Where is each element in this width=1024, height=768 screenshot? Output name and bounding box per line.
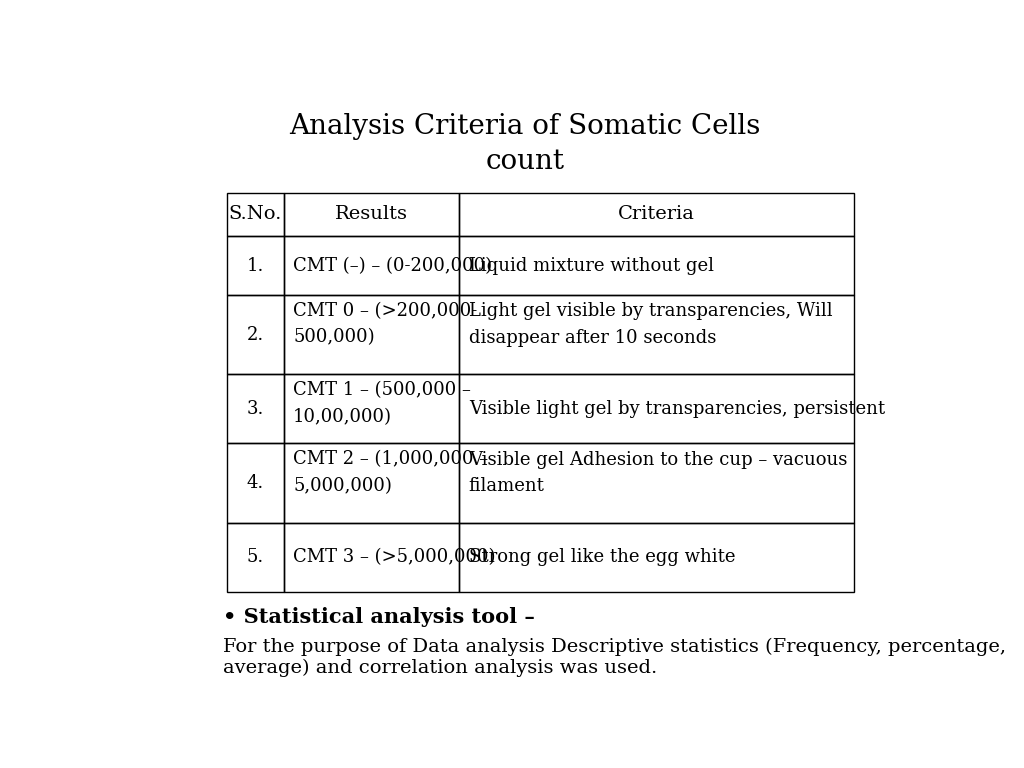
Text: • Statistical analysis tool –: • Statistical analysis tool –: [223, 607, 536, 627]
Text: 5.: 5.: [247, 548, 264, 566]
Text: CMT 2 – (1,000,000 –
5,000,000): CMT 2 – (1,000,000 – 5,000,000): [293, 451, 488, 495]
Bar: [227, 523, 284, 592]
Text: count: count: [485, 148, 564, 175]
Bar: [284, 523, 459, 592]
Bar: [284, 374, 459, 443]
Text: Visible light gel by transparencies, persistent: Visible light gel by transparencies, per…: [469, 400, 885, 418]
Bar: [284, 237, 459, 295]
Text: CMT 0 – (>200,000-
500,000): CMT 0 – (>200,000- 500,000): [293, 302, 477, 346]
Text: Criteria: Criteria: [618, 206, 695, 223]
Text: CMT 3 – (>5,000,000): CMT 3 – (>5,000,000): [293, 548, 496, 566]
Bar: [227, 193, 284, 237]
Text: Light gel visible by transparencies, Will
disappear after 10 seconds: Light gel visible by transparencies, Wil…: [469, 302, 833, 346]
Bar: [459, 523, 854, 592]
Text: CMT (–) – (0-200,000): CMT (–) – (0-200,000): [293, 257, 493, 275]
Text: 4.: 4.: [247, 474, 264, 492]
Text: 2.: 2.: [247, 326, 264, 344]
Text: Liquid mixture without gel: Liquid mixture without gel: [469, 257, 714, 275]
Text: 1.: 1.: [247, 257, 264, 275]
Bar: [459, 295, 854, 374]
Bar: [227, 237, 284, 295]
Text: Results: Results: [335, 206, 408, 223]
Bar: [459, 237, 854, 295]
Bar: [459, 374, 854, 443]
Text: 3.: 3.: [247, 400, 264, 418]
Text: S.No.: S.No.: [228, 206, 282, 223]
Bar: [227, 295, 284, 374]
Text: CMT 1 – (500,000 –
10,00,000): CMT 1 – (500,000 – 10,00,000): [293, 382, 471, 426]
Bar: [284, 193, 459, 237]
Text: Analysis Criteria of Somatic Cells: Analysis Criteria of Somatic Cells: [289, 113, 761, 140]
Bar: [459, 443, 854, 523]
Bar: [227, 443, 284, 523]
Bar: [459, 193, 854, 237]
Bar: [284, 443, 459, 523]
Text: Visible gel Adhesion to the cup – vacuous
filament: Visible gel Adhesion to the cup – vacuou…: [469, 451, 847, 495]
Text: Strong gel like the egg white: Strong gel like the egg white: [469, 548, 735, 566]
Bar: [284, 295, 459, 374]
Text: For the purpose of Data analysis Descriptive statistics (Frequency, percentage,
: For the purpose of Data analysis Descrip…: [223, 637, 1007, 677]
Bar: [227, 374, 284, 443]
